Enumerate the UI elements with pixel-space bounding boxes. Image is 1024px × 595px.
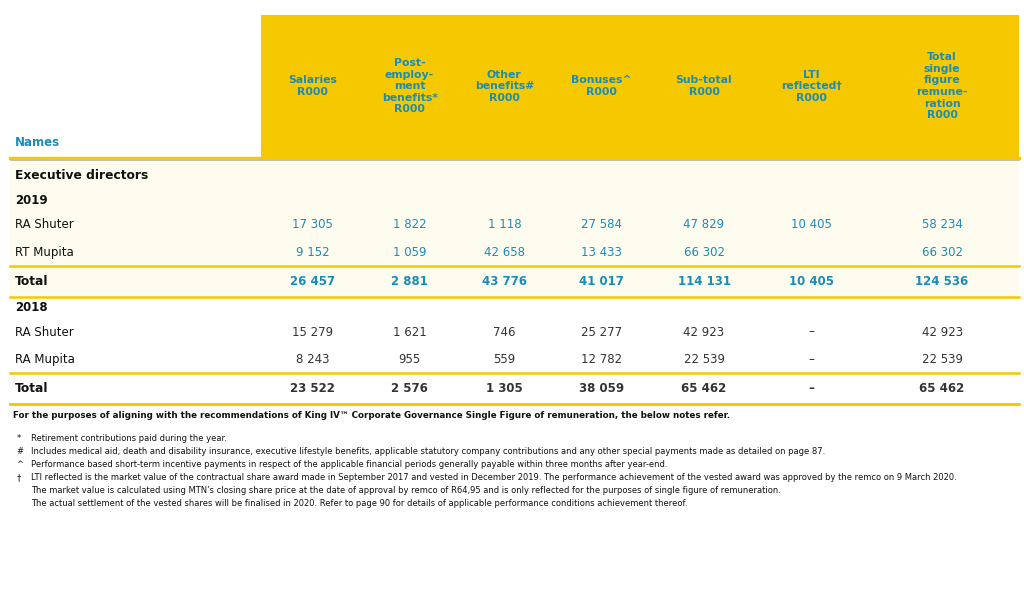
- Text: 65 462: 65 462: [920, 382, 965, 395]
- Text: 27 584: 27 584: [581, 218, 623, 231]
- FancyBboxPatch shape: [10, 346, 1019, 373]
- Text: 17 305: 17 305: [292, 218, 333, 231]
- FancyBboxPatch shape: [10, 239, 1019, 266]
- Text: 26 457: 26 457: [290, 275, 335, 288]
- Text: The market value is calculated using MTN’s closing share price at the date of ap: The market value is calculated using MTN…: [31, 486, 780, 495]
- Text: 1 059: 1 059: [393, 246, 426, 259]
- Text: 42 658: 42 658: [483, 246, 525, 259]
- Text: 2019: 2019: [15, 194, 48, 207]
- Text: 2 576: 2 576: [391, 382, 428, 395]
- Text: 559: 559: [494, 353, 515, 366]
- Text: 746: 746: [494, 325, 515, 339]
- Text: *: *: [16, 434, 20, 443]
- Text: 58 234: 58 234: [922, 218, 963, 231]
- Text: Includes medical aid, death and disability insurance, executive lifestyle benefi: Includes medical aid, death and disabili…: [31, 447, 825, 456]
- Text: 23 522: 23 522: [290, 382, 335, 395]
- Text: 66 302: 66 302: [922, 246, 963, 259]
- Text: Performance based short-term incentive payments in respect of the applicable fin: Performance based short-term incentive p…: [31, 460, 668, 469]
- Text: †: †: [16, 473, 20, 482]
- Text: 13 433: 13 433: [582, 246, 622, 259]
- Text: –: –: [809, 353, 814, 366]
- FancyBboxPatch shape: [10, 211, 1019, 239]
- Text: 1 118: 1 118: [487, 218, 521, 231]
- Text: –: –: [809, 382, 814, 395]
- Text: 66 302: 66 302: [683, 246, 725, 259]
- Text: #: #: [16, 447, 24, 456]
- Text: Total
single
figure
remune-
ration
R000: Total single figure remune- ration R000: [916, 52, 968, 120]
- Text: Retirement contributions paid during the year.: Retirement contributions paid during the…: [31, 434, 226, 443]
- Text: Executive directors: Executive directors: [15, 169, 148, 182]
- Text: –: –: [809, 325, 814, 339]
- Text: RA Shuter: RA Shuter: [15, 218, 74, 231]
- FancyBboxPatch shape: [10, 318, 1019, 346]
- Text: 15 279: 15 279: [292, 325, 333, 339]
- Text: 22 539: 22 539: [922, 353, 963, 366]
- Text: Other
benefits#
R000: Other benefits# R000: [475, 70, 534, 103]
- Text: RA Mupita: RA Mupita: [15, 353, 75, 366]
- Text: 25 277: 25 277: [581, 325, 623, 339]
- Text: 955: 955: [398, 353, 421, 366]
- Text: Bonuses^
R000: Bonuses^ R000: [571, 76, 632, 97]
- Text: 10 405: 10 405: [790, 275, 834, 288]
- Text: ^: ^: [16, 460, 24, 469]
- Text: RT Mupita: RT Mupita: [15, 246, 74, 259]
- Text: 114 131: 114 131: [678, 275, 730, 288]
- FancyBboxPatch shape: [10, 190, 1019, 211]
- FancyBboxPatch shape: [10, 373, 1019, 404]
- Text: 9 152: 9 152: [296, 246, 329, 259]
- Text: RA Shuter: RA Shuter: [15, 325, 74, 339]
- Text: The actual settlement of the vested shares will be finalised in 2020. Refer to p: The actual settlement of the vested shar…: [31, 499, 687, 508]
- Text: Salaries
R000: Salaries R000: [288, 76, 337, 97]
- Text: 65 462: 65 462: [681, 382, 727, 395]
- Text: 1 621: 1 621: [393, 325, 426, 339]
- Text: 41 017: 41 017: [580, 275, 624, 288]
- Text: 2 881: 2 881: [391, 275, 428, 288]
- Text: Total: Total: [15, 382, 49, 395]
- Text: LTI
reflected†
R000: LTI reflected† R000: [781, 70, 842, 103]
- Text: Total: Total: [15, 275, 49, 288]
- Text: 8 243: 8 243: [296, 353, 329, 366]
- Text: 10 405: 10 405: [792, 218, 831, 231]
- Text: For the purposes of aligning with the recommendations of King IV™ Corporate Gove: For the purposes of aligning with the re…: [13, 411, 730, 420]
- FancyBboxPatch shape: [10, 161, 1019, 190]
- Text: 43 776: 43 776: [482, 275, 526, 288]
- Text: 38 059: 38 059: [579, 382, 625, 395]
- FancyBboxPatch shape: [10, 297, 1019, 318]
- Text: Post-
employ-
ment
benefits*
R000: Post- employ- ment benefits* R000: [382, 58, 437, 114]
- Text: Sub-total
R000: Sub-total R000: [676, 76, 732, 97]
- Text: 1 305: 1 305: [486, 382, 522, 395]
- Text: 47 829: 47 829: [683, 218, 725, 231]
- FancyBboxPatch shape: [261, 15, 1019, 158]
- Text: 2018: 2018: [15, 301, 48, 314]
- FancyBboxPatch shape: [10, 266, 1019, 297]
- Text: 42 923: 42 923: [922, 325, 963, 339]
- Text: LTI reflected is the market value of the contractual share award made in Septemb: LTI reflected is the market value of the…: [31, 473, 956, 482]
- Text: 22 539: 22 539: [683, 353, 725, 366]
- Text: 124 536: 124 536: [915, 275, 969, 288]
- Text: 12 782: 12 782: [581, 353, 623, 366]
- Text: Names: Names: [15, 136, 60, 149]
- Text: 42 923: 42 923: [683, 325, 725, 339]
- Text: 1 822: 1 822: [393, 218, 426, 231]
